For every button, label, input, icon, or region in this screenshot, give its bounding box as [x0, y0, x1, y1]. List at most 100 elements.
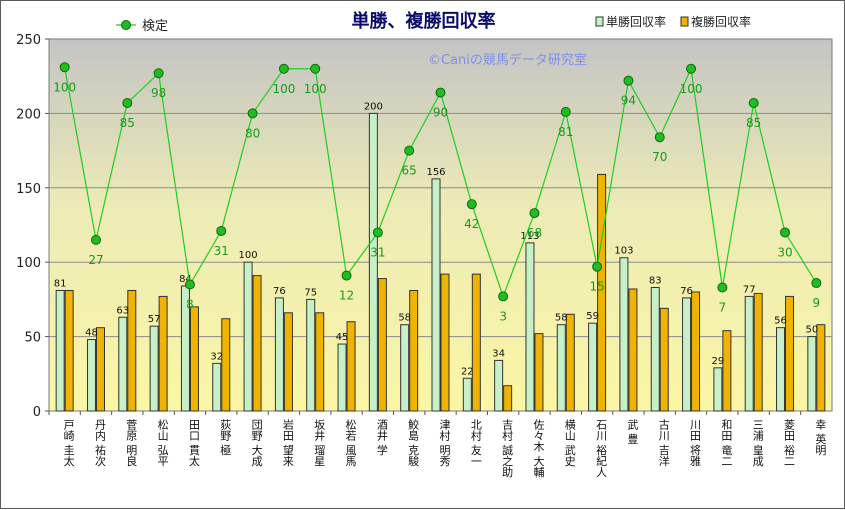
y-axis: 0 50 100 150 200 250: [16, 33, 49, 420]
win-bar: [713, 367, 723, 412]
place-bar: [64, 289, 74, 412]
line-point: [247, 108, 258, 119]
bar-value-label: 76: [273, 286, 286, 297]
x-category-label: 和田 竜二: [720, 419, 733, 467]
legend: 検定 単勝回収率 複勝回収率: [116, 14, 751, 34]
win-bar: [525, 242, 535, 412]
line-value-label: 100: [53, 80, 76, 94]
win-bar: [776, 327, 786, 412]
place-bar: [189, 306, 199, 412]
x-category-label: 北村 友一: [469, 419, 482, 467]
line-point: [717, 282, 728, 293]
line-point: [780, 227, 791, 238]
line-point: [498, 291, 509, 302]
bar-value-label: 48: [85, 328, 98, 339]
x-axis: 戸崎 圭太 丹内 祐次 菅原 明良 松山 弘平 田口 貫太 荻野 極 団野 大成 岩田 望来 坂…: [48, 411, 827, 478]
x-category-label: 吉村 誠之助: [501, 419, 514, 478]
bar-value-label: 57: [148, 314, 161, 325]
place-bar: [283, 312, 293, 412]
bar-value-label: 34: [492, 348, 505, 359]
x-category-label: 古川 吉洋: [657, 419, 670, 467]
bar-value-label: 83: [649, 275, 662, 286]
bar-value-label: 58: [555, 313, 568, 324]
place-bar: [503, 385, 513, 412]
line-value-label: 70: [652, 150, 667, 164]
x-category-label: 津村 明秀: [438, 419, 451, 467]
line-point: [216, 225, 227, 236]
legend-label-place: 複勝回収率: [691, 14, 751, 29]
place-bar: [221, 318, 231, 412]
place-bar: [816, 324, 826, 412]
x-category-label: 岩田 望来: [281, 418, 294, 467]
x-category-label: 田口 貫太: [187, 419, 200, 467]
line-value-label: 100: [680, 82, 703, 96]
line-point: [184, 279, 195, 290]
place-bar: [315, 312, 325, 412]
line-value-label: 8: [186, 298, 194, 312]
legend-line-marker: [121, 20, 131, 30]
x-category-label: 武 豊: [626, 419, 639, 445]
win-bar: [274, 297, 284, 412]
place-bar: [785, 295, 795, 412]
place-bar: [158, 295, 168, 412]
x-category-label: 団野 大成: [250, 419, 263, 467]
x-category-label: 松山 弘平: [156, 418, 169, 467]
line-point: [404, 145, 415, 156]
place-bar: [127, 289, 137, 412]
bar-value-label: 75: [304, 287, 317, 298]
bar-value-label: 56: [774, 316, 787, 327]
win-bar: [588, 322, 598, 412]
line-point: [466, 199, 477, 210]
win-bar: [243, 261, 253, 412]
line-point: [654, 132, 665, 143]
line-point: [59, 62, 70, 73]
win-bar: [650, 286, 660, 412]
win-bar: [807, 336, 817, 412]
bar-value-label: 45: [336, 332, 349, 343]
win-bar: [682, 297, 692, 412]
x-category-label: 菅原 明良: [125, 419, 138, 467]
bar-value-label: 103: [614, 246, 633, 257]
win-bar: [86, 339, 96, 412]
x-category-label: 戸崎 圭太: [62, 419, 75, 467]
line-value-label: 31: [370, 245, 385, 259]
y-tick-label: 0: [33, 405, 41, 420]
place-bar: [659, 307, 669, 412]
line-point: [686, 63, 697, 74]
x-category-label: 三浦 皇成: [751, 419, 764, 467]
y-tick-label: 200: [16, 107, 41, 122]
place-bar: [95, 327, 105, 412]
win-bar: [118, 316, 128, 412]
line-point: [310, 63, 321, 74]
win-bar: [212, 362, 222, 412]
place-bar: [628, 288, 638, 412]
line-value-label: 94: [621, 94, 636, 108]
legend-swatch-place: [680, 16, 689, 27]
line-value-label: 27: [88, 253, 103, 267]
place-bar: [346, 321, 356, 412]
line-value-label: 90: [433, 106, 448, 120]
bar-value-labels: 81 48 63 57 84 32 100 76 75 45 200 58 156 22 34 113 58 59…: [54, 101, 818, 377]
x-category-label: 荻野 極: [219, 419, 232, 456]
x-category-label: 坂井 瑠星: [313, 419, 326, 467]
bar-value-label: 59: [586, 311, 599, 322]
line-point: [748, 97, 759, 108]
line-value-label: 98: [151, 86, 166, 100]
bar-value-label: 84: [179, 274, 192, 285]
line-point: [278, 63, 289, 74]
line-point: [592, 261, 603, 272]
line-point: [341, 270, 352, 281]
line-point: [435, 87, 446, 98]
line-value-label: 3: [499, 309, 507, 323]
bar-value-label: 156: [426, 167, 445, 178]
bar-value-label: 100: [239, 250, 258, 261]
line-point: [811, 278, 822, 289]
line-value-label: 85: [746, 116, 761, 130]
win-bar: [744, 295, 754, 412]
x-category-label: 菱田 裕二: [783, 419, 796, 467]
line-value-label: 7: [719, 300, 727, 314]
place-bar: [722, 330, 732, 412]
win-bar: [149, 325, 159, 412]
